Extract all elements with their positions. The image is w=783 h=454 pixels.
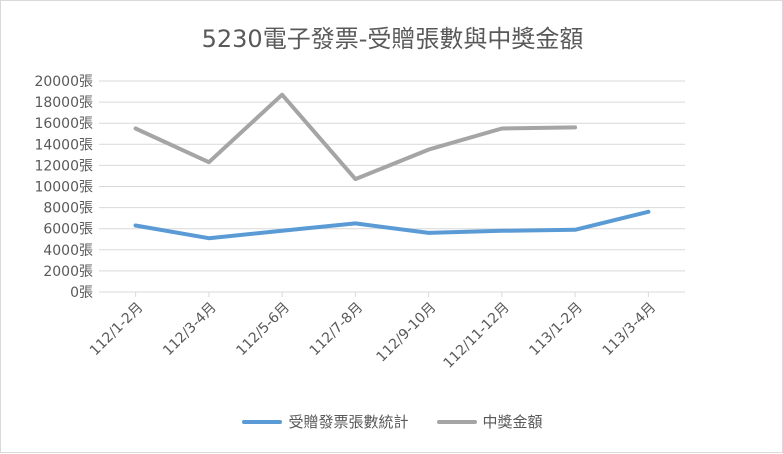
legend-label: 中獎金額 (482, 413, 543, 431)
y-tick-label: 12000張 (34, 158, 93, 174)
legend-label: 受贈發票張數統計 (288, 413, 409, 431)
y-tick-label: 20000張 (34, 74, 93, 90)
y-tick-label: 2000張 (43, 264, 93, 280)
chart-title: 5230電子發票-受贈張數與中獎金額 (201, 25, 584, 53)
legend-swatch-blue (242, 419, 283, 424)
series-line-2 (133, 92, 578, 182)
x-tick-label: 112/3-4月 (160, 300, 220, 360)
legend-swatch-gray (436, 419, 477, 424)
legend-item-series-1: 受贈發票張數統計 (242, 411, 409, 432)
x-tick-label: 112/9-10月 (374, 300, 440, 366)
y-tick-label: 4000張 (43, 243, 93, 259)
x-tick-label: 113/1-2月 (526, 300, 586, 360)
x-tick-label: 113/3-4月 (600, 300, 660, 360)
y-tick-label: 14000張 (34, 137, 93, 153)
x-tick-label: 112/7-8月 (307, 300, 367, 360)
y-tick-label: 10000張 (34, 180, 93, 196)
legend-item-series-2: 中獎金額 (436, 411, 543, 432)
x-tick-label: 112/11-12月 (440, 300, 512, 372)
x-tick-label: 112/1-2月 (87, 300, 147, 360)
legend: 受贈發票張數統計 中獎金額 (1, 411, 783, 432)
y-tick-label: 6000張 (43, 222, 93, 238)
y-tick-label: 0張 (70, 285, 93, 301)
y-tick-label: 18000張 (34, 95, 93, 111)
y-tick-label: 16000張 (34, 116, 93, 132)
y-tick-label: 8000張 (43, 201, 93, 217)
series-line-1 (133, 209, 651, 241)
x-tick-label: 112/5-6月 (233, 300, 293, 360)
